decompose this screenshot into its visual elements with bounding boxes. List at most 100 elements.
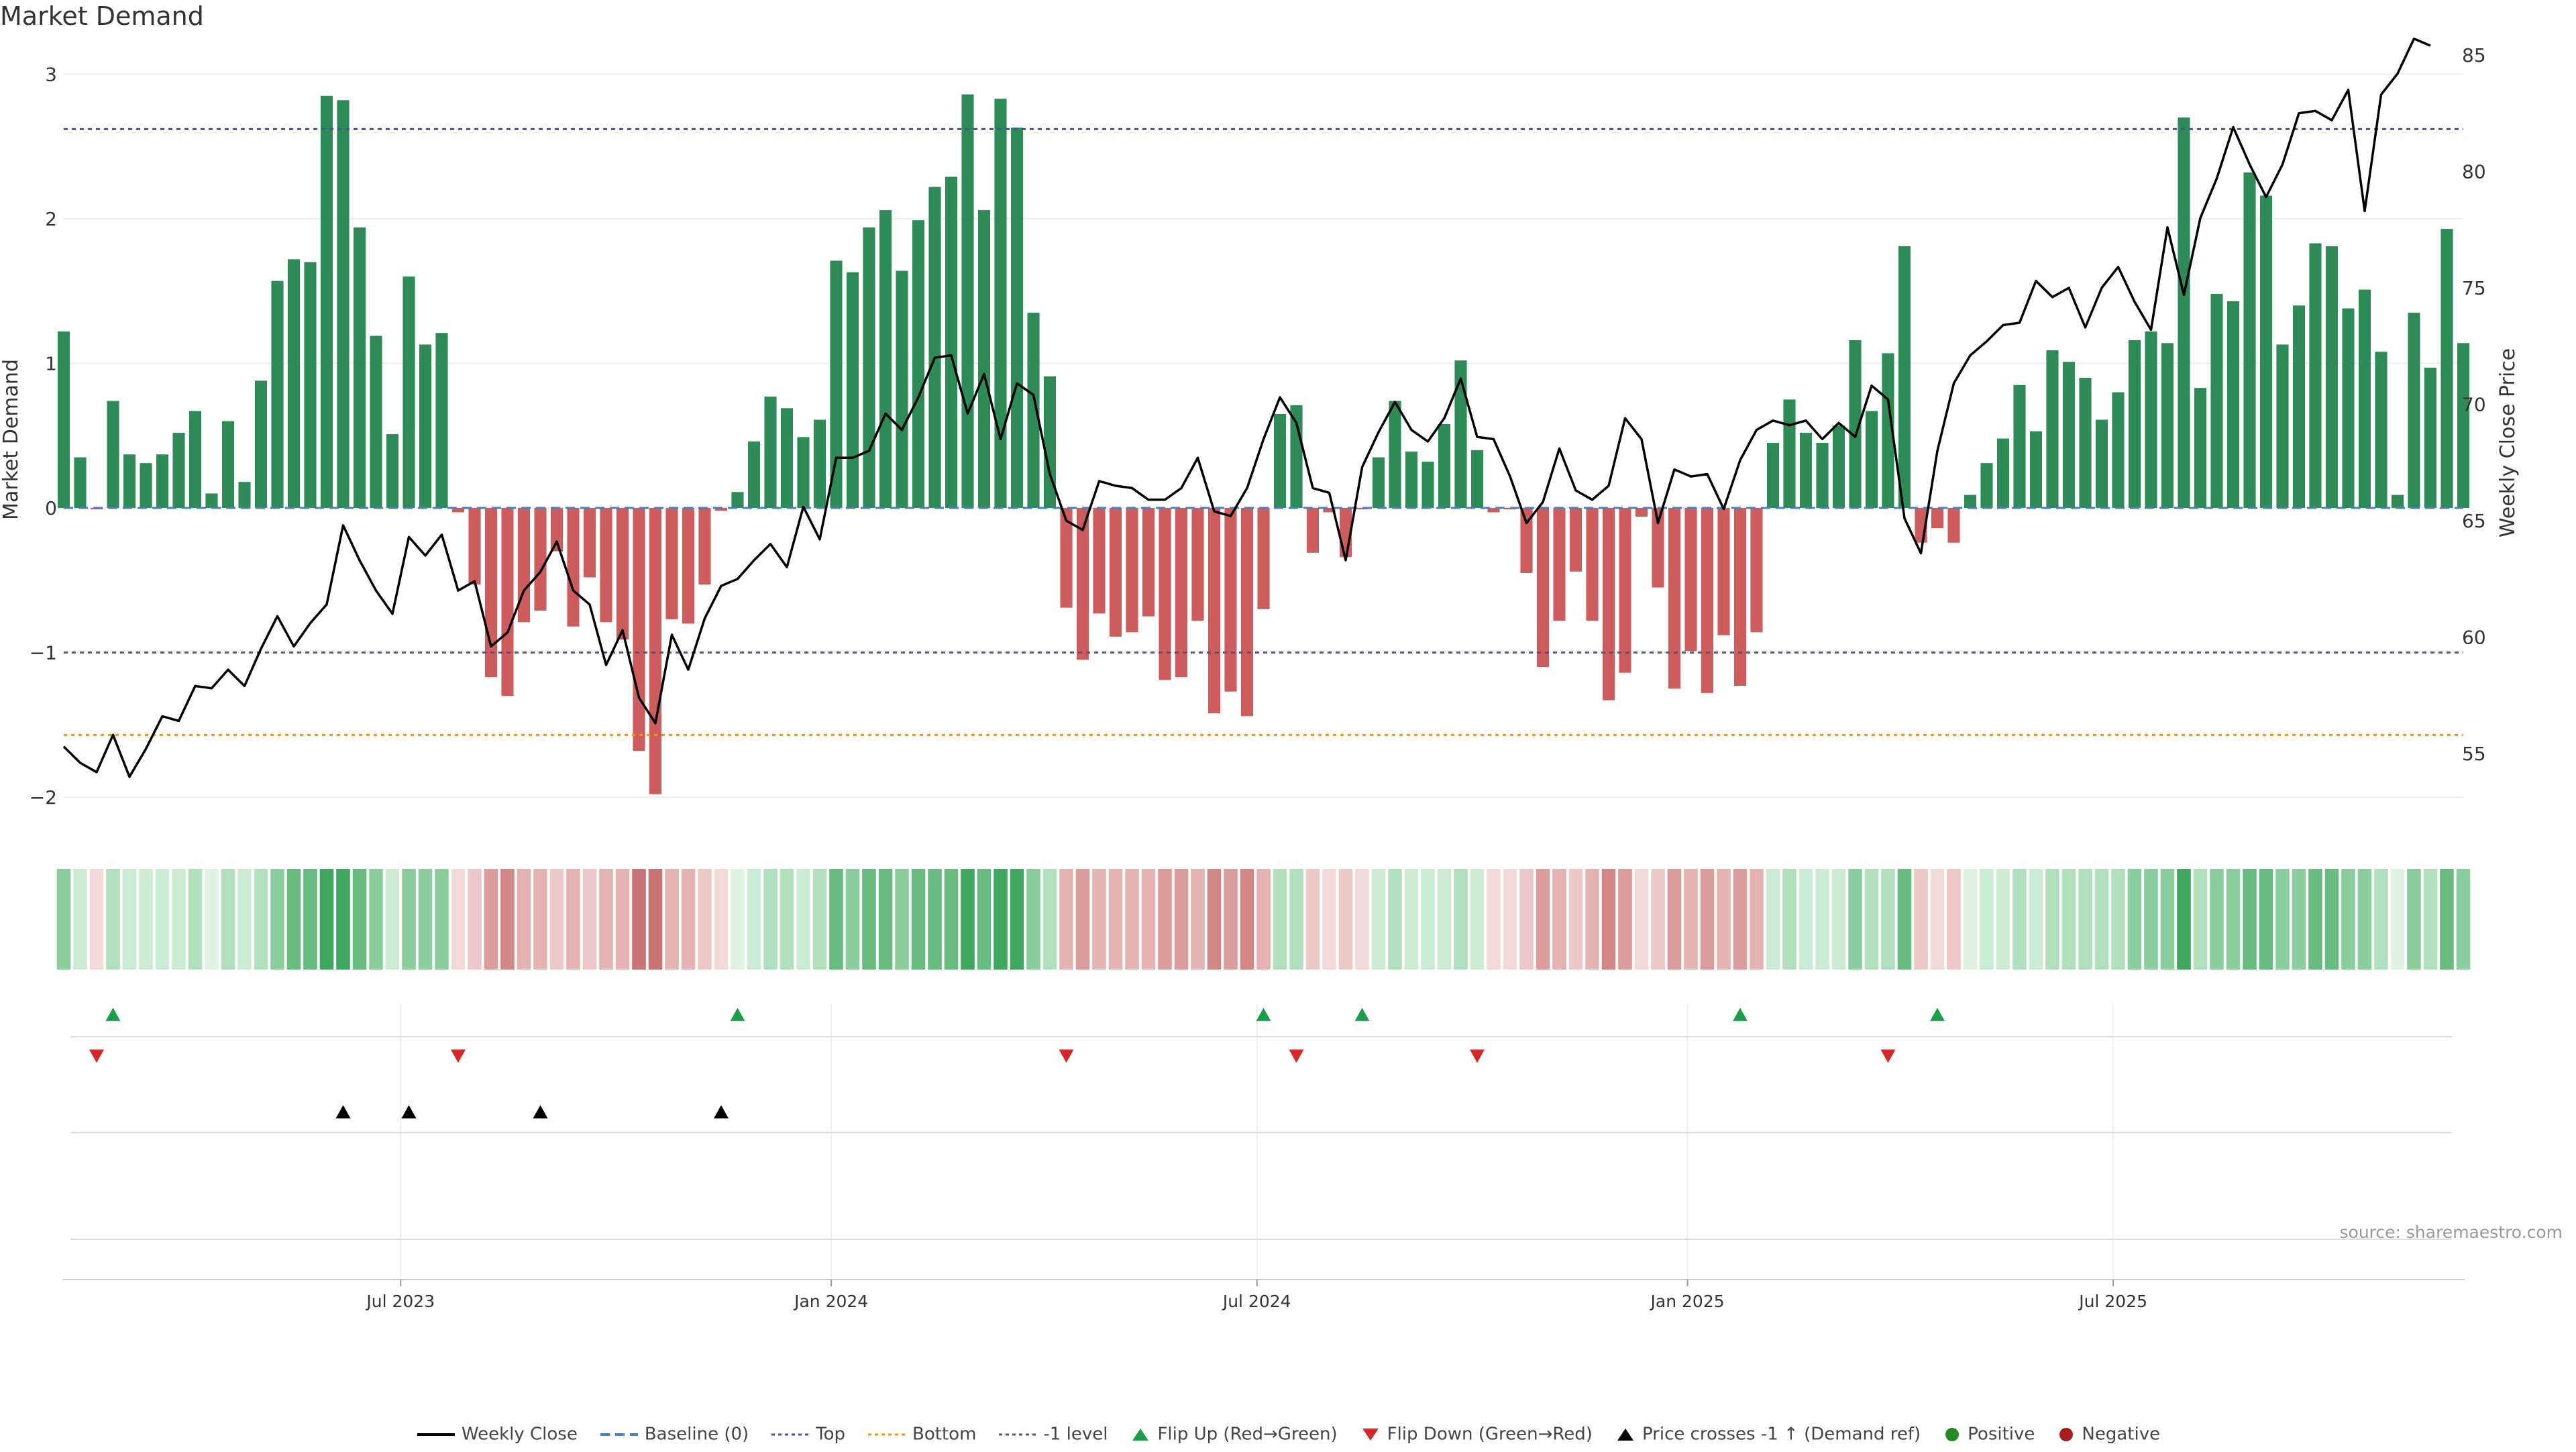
demand-bar <box>1980 463 1993 508</box>
legend-swatch-top <box>771 1433 810 1436</box>
demand-bar <box>320 95 333 508</box>
legend-label: -1 level <box>1043 1424 1108 1445</box>
heat-cell <box>1733 869 1748 970</box>
heat-cell <box>1059 869 1073 970</box>
demand-bar <box>583 508 596 578</box>
heat-cell <box>2292 869 2306 970</box>
heat-cell <box>1240 869 1254 970</box>
demand-bar <box>1701 508 1714 693</box>
heat-cell <box>1487 869 1501 970</box>
demand-bar <box>1717 508 1730 635</box>
heat-cell <box>369 869 383 970</box>
demand-bar <box>863 227 875 508</box>
heat-cell <box>1158 869 1172 970</box>
legend-label: Bottom <box>912 1424 977 1445</box>
y-axis-label: Market Demand <box>0 359 23 520</box>
heat-cell <box>2144 869 2158 970</box>
heat-cell <box>73 869 87 970</box>
heat-cell <box>1256 869 1271 970</box>
x-tick-label: Jul 2023 <box>365 1292 435 1311</box>
heat-cell <box>1026 869 1040 970</box>
demand-bar <box>1010 127 1024 509</box>
event-panels <box>70 1003 2452 1278</box>
flip-up-marker <box>1733 1008 1748 1021</box>
heat-cell <box>1897 869 1912 970</box>
heat-cell <box>1289 869 1303 970</box>
demand-bar <box>2161 343 2174 508</box>
demand-bar <box>107 401 119 508</box>
demand-bar <box>2046 350 2059 508</box>
demand-bar <box>419 344 432 508</box>
y2-tick-label: 75 <box>2462 277 2486 299</box>
y2-tick-label: 85 <box>2462 44 2486 66</box>
demand-bar <box>1931 508 1944 529</box>
legend-item-flip_up: Flip Up (Red→Green) <box>1129 1424 1338 1445</box>
heat-cell <box>878 869 893 970</box>
demand-bar <box>254 380 268 508</box>
reference-lines <box>64 127 2463 736</box>
demand-bar <box>813 419 826 508</box>
flip-up-marker <box>1930 1008 1945 1021</box>
heat-cell <box>89 869 104 970</box>
demand-bar <box>764 397 777 508</box>
heat-cell <box>1470 869 1485 970</box>
demand-bar <box>1027 313 1040 508</box>
heat-cell <box>845 869 860 970</box>
heat-cell <box>812 869 827 970</box>
flip-down-marker <box>1470 1049 1485 1063</box>
flip-down-marker <box>89 1049 104 1063</box>
price-cross-marker <box>714 1105 729 1119</box>
x-tick-label: Jul 2024 <box>1222 1292 1291 1311</box>
heat-cell <box>1108 869 1123 970</box>
heat-cell <box>56 869 71 970</box>
demand-bar <box>1865 411 1878 508</box>
legend: Weekly Close Baseline (0) Top Bottom -1 leve… <box>0 1424 2576 1445</box>
demand-bar <box>2062 362 2076 508</box>
legend-swatch-baseline <box>600 1433 638 1436</box>
heat-cell <box>2275 869 2290 970</box>
demand-bar <box>370 335 382 508</box>
legend-item-baseline: Baseline (0) <box>599 1424 749 1445</box>
heat-cell <box>402 869 416 970</box>
demand-bar <box>1849 340 1862 508</box>
heat-cell <box>862 869 876 970</box>
demand-bars <box>57 94 2470 794</box>
heat-cell <box>2210 869 2224 970</box>
demand-bar <box>600 508 612 623</box>
heat-cell <box>2193 869 2208 970</box>
demand-bar <box>846 272 859 508</box>
heat-cell <box>747 869 761 970</box>
demand-bar <box>1093 508 1106 614</box>
demand-bar <box>1799 432 1813 508</box>
demand-bar <box>1421 462 1434 508</box>
heat-cell <box>451 869 466 970</box>
demand-bar <box>189 411 202 508</box>
demand-bar <box>2259 195 2273 508</box>
demand-bar <box>1882 353 1894 508</box>
heat-cell <box>1914 869 1928 970</box>
heat-cell <box>1207 869 1222 970</box>
demand-bar <box>1323 508 1336 513</box>
heat-cell <box>2243 869 2257 970</box>
heat-cell <box>2324 869 2339 970</box>
heat-cell <box>1322 869 1336 970</box>
x-tick-label: Jan 2024 <box>793 1292 868 1311</box>
heat-cell <box>1864 869 1879 970</box>
heat-cell <box>549 869 564 970</box>
heat-cell <box>1536 869 1550 970</box>
heat-cell <box>977 869 991 970</box>
heat-cell <box>2094 869 2109 970</box>
heat-cell <box>2341 869 2355 970</box>
axes: 3 2 1 0 −1 −2 Market Demand 85 80 75 70 65 60 55 Weekl… <box>0 44 2520 809</box>
demand-bar <box>1750 508 1763 633</box>
heat-cell <box>1371 869 1386 970</box>
heat-cell <box>615 869 630 970</box>
demand-bar <box>879 210 892 508</box>
heat-cell <box>303 869 317 970</box>
heat-cell <box>205 869 219 970</box>
demand-bar <box>1175 508 1188 678</box>
demand-bar <box>633 508 645 751</box>
demand-bar <box>386 434 399 508</box>
